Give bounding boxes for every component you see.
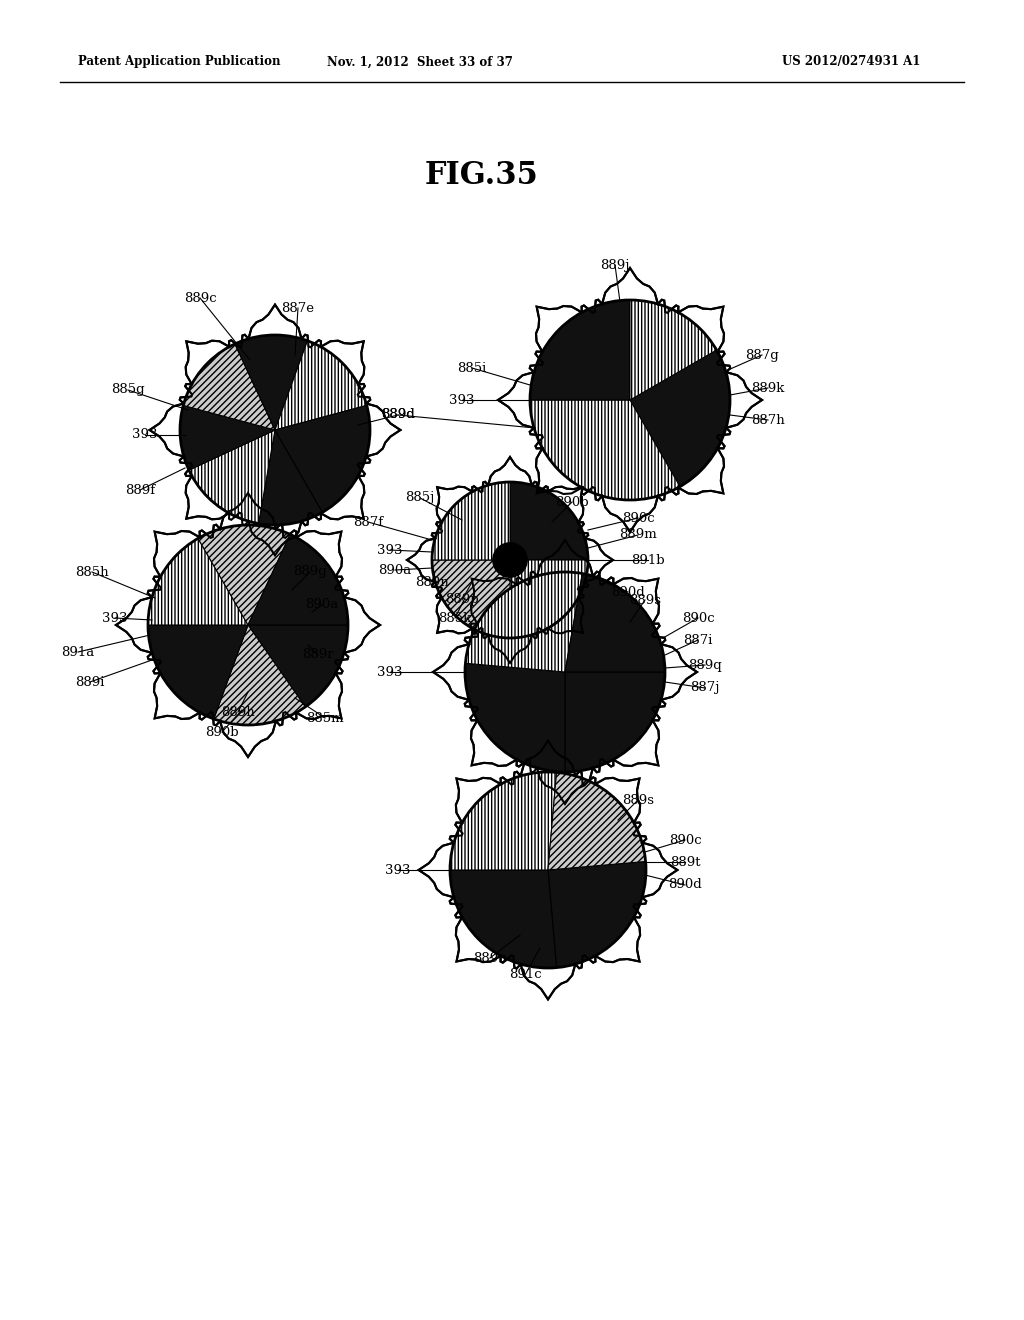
Text: 889d: 889d [381,408,415,421]
Wedge shape [630,350,730,487]
Text: 887f: 887f [353,516,383,528]
Text: 889p: 889p [445,594,479,606]
Text: 889c: 889c [183,292,216,305]
Circle shape [493,543,527,577]
Text: 885k: 885k [438,611,472,624]
Wedge shape [148,539,248,624]
Wedge shape [432,482,510,560]
Text: 889r: 889r [302,648,334,661]
Wedge shape [565,672,665,772]
Text: 889f: 889f [125,483,155,496]
Text: 890c: 890c [669,833,701,846]
Wedge shape [248,535,348,624]
Text: 891b: 891b [631,553,665,566]
Text: Patent Application Publication: Patent Application Publication [78,55,281,69]
Text: 393: 393 [132,429,158,441]
Text: 885m: 885m [306,711,344,725]
Text: 891c: 891c [509,969,542,982]
Wedge shape [198,525,290,624]
Text: 887j: 887j [690,681,720,694]
Wedge shape [450,772,556,870]
PathPatch shape [498,268,762,532]
Text: 889h: 889h [221,705,255,718]
Wedge shape [148,624,248,719]
Text: 890c: 890c [682,611,715,624]
Text: 393: 393 [385,863,411,876]
Text: Nov. 1, 2012  Sheet 33 of 37: Nov. 1, 2012 Sheet 33 of 37 [327,55,513,69]
Text: 889s: 889s [622,793,654,807]
Text: 889u: 889u [473,952,507,965]
Text: FIG.35: FIG.35 [425,160,539,190]
Wedge shape [275,341,367,430]
Text: 889n: 889n [415,576,449,589]
Wedge shape [188,430,275,524]
Wedge shape [548,772,645,870]
Text: 887g: 887g [745,348,779,362]
Wedge shape [214,624,305,725]
Text: 885h: 885h [75,565,109,578]
Text: 889m: 889m [620,528,656,541]
Wedge shape [234,335,307,430]
Text: 889q: 889q [688,659,722,672]
Text: 890d: 890d [611,586,645,598]
Text: 393: 393 [377,544,402,557]
Text: 889d: 889d [381,408,415,421]
Text: 887e: 887e [282,301,314,314]
Text: 889s: 889s [629,594,662,606]
Wedge shape [180,405,275,470]
Wedge shape [565,573,665,672]
Wedge shape [548,862,646,968]
Text: 890a: 890a [305,598,339,611]
Wedge shape [183,345,275,430]
Wedge shape [510,482,588,560]
Text: 890b: 890b [555,495,589,508]
Wedge shape [530,300,630,400]
Text: 891a: 891a [61,645,94,659]
PathPatch shape [407,457,613,663]
Text: 393: 393 [102,611,128,624]
PathPatch shape [150,305,400,556]
Text: 393: 393 [450,393,475,407]
Wedge shape [510,560,588,638]
Text: 885j: 885j [406,491,434,504]
Text: US 2012/0274931 A1: US 2012/0274931 A1 [781,55,920,69]
Text: 889k: 889k [752,381,784,395]
Wedge shape [450,870,556,968]
Text: 887h: 887h [752,413,784,426]
Wedge shape [432,560,510,638]
Text: 890c: 890c [622,511,654,524]
Wedge shape [258,430,323,525]
Wedge shape [465,663,565,772]
PathPatch shape [419,741,677,999]
Wedge shape [465,572,583,672]
Text: 885g: 885g [112,384,144,396]
Text: 890b: 890b [205,726,239,738]
Wedge shape [530,400,680,500]
Text: 885i: 885i [458,362,486,375]
Text: 889g: 889g [293,565,327,578]
Text: 393: 393 [377,665,402,678]
Wedge shape [275,405,370,512]
Text: 890d: 890d [668,879,701,891]
PathPatch shape [116,492,380,756]
PathPatch shape [433,540,697,804]
Text: 887i: 887i [683,634,713,647]
Wedge shape [248,624,348,708]
Text: 889i: 889i [76,676,104,689]
Text: 890a: 890a [379,564,412,577]
Text: 889j: 889j [600,259,630,272]
Wedge shape [630,300,717,400]
Text: 889t: 889t [670,855,700,869]
